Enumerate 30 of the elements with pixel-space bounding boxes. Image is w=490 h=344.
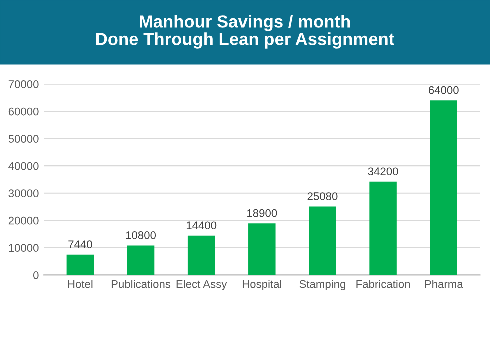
chart-title: Manhour Savings / month Done Through Lean per Assignment (96, 15, 394, 49)
bar (127, 246, 155, 276)
x-tick-label: Hospital (242, 280, 282, 290)
bar (66, 254, 94, 276)
y-tick-label: 40000 (8, 162, 39, 170)
x-tick-label: Elect Assy (176, 280, 228, 290)
data-label: 10800 (126, 232, 156, 240)
y-tick-label: 20000 (8, 216, 39, 225)
y-tick-label: 10000 (9, 244, 39, 252)
bar (248, 224, 276, 276)
x-tick-label: Hotel (68, 280, 93, 288)
data-label: 7440 (68, 240, 92, 249)
data-label: 18900 (248, 209, 278, 218)
bar (370, 182, 397, 276)
y-tick-label: 0 (33, 271, 39, 280)
y-tick-label: 70000 (8, 80, 39, 88)
data-label: 25080 (308, 192, 338, 200)
y-tick-label: 60000 (8, 108, 39, 116)
bar (430, 100, 458, 276)
data-label: 34200 (368, 168, 398, 176)
data-label: 64000 (428, 86, 459, 94)
bar (188, 236, 216, 276)
data-label: 14400 (186, 222, 217, 230)
y-tick-label: 50000 (8, 135, 39, 143)
y-tick-label: 30000 (8, 190, 39, 198)
x-tick-label: Publications (112, 280, 171, 288)
x-tick-label: Fabrication (356, 280, 410, 288)
x-tick-label: Stamping (300, 280, 346, 290)
x-tick-label: Pharma (425, 280, 464, 288)
bar (309, 206, 336, 276)
